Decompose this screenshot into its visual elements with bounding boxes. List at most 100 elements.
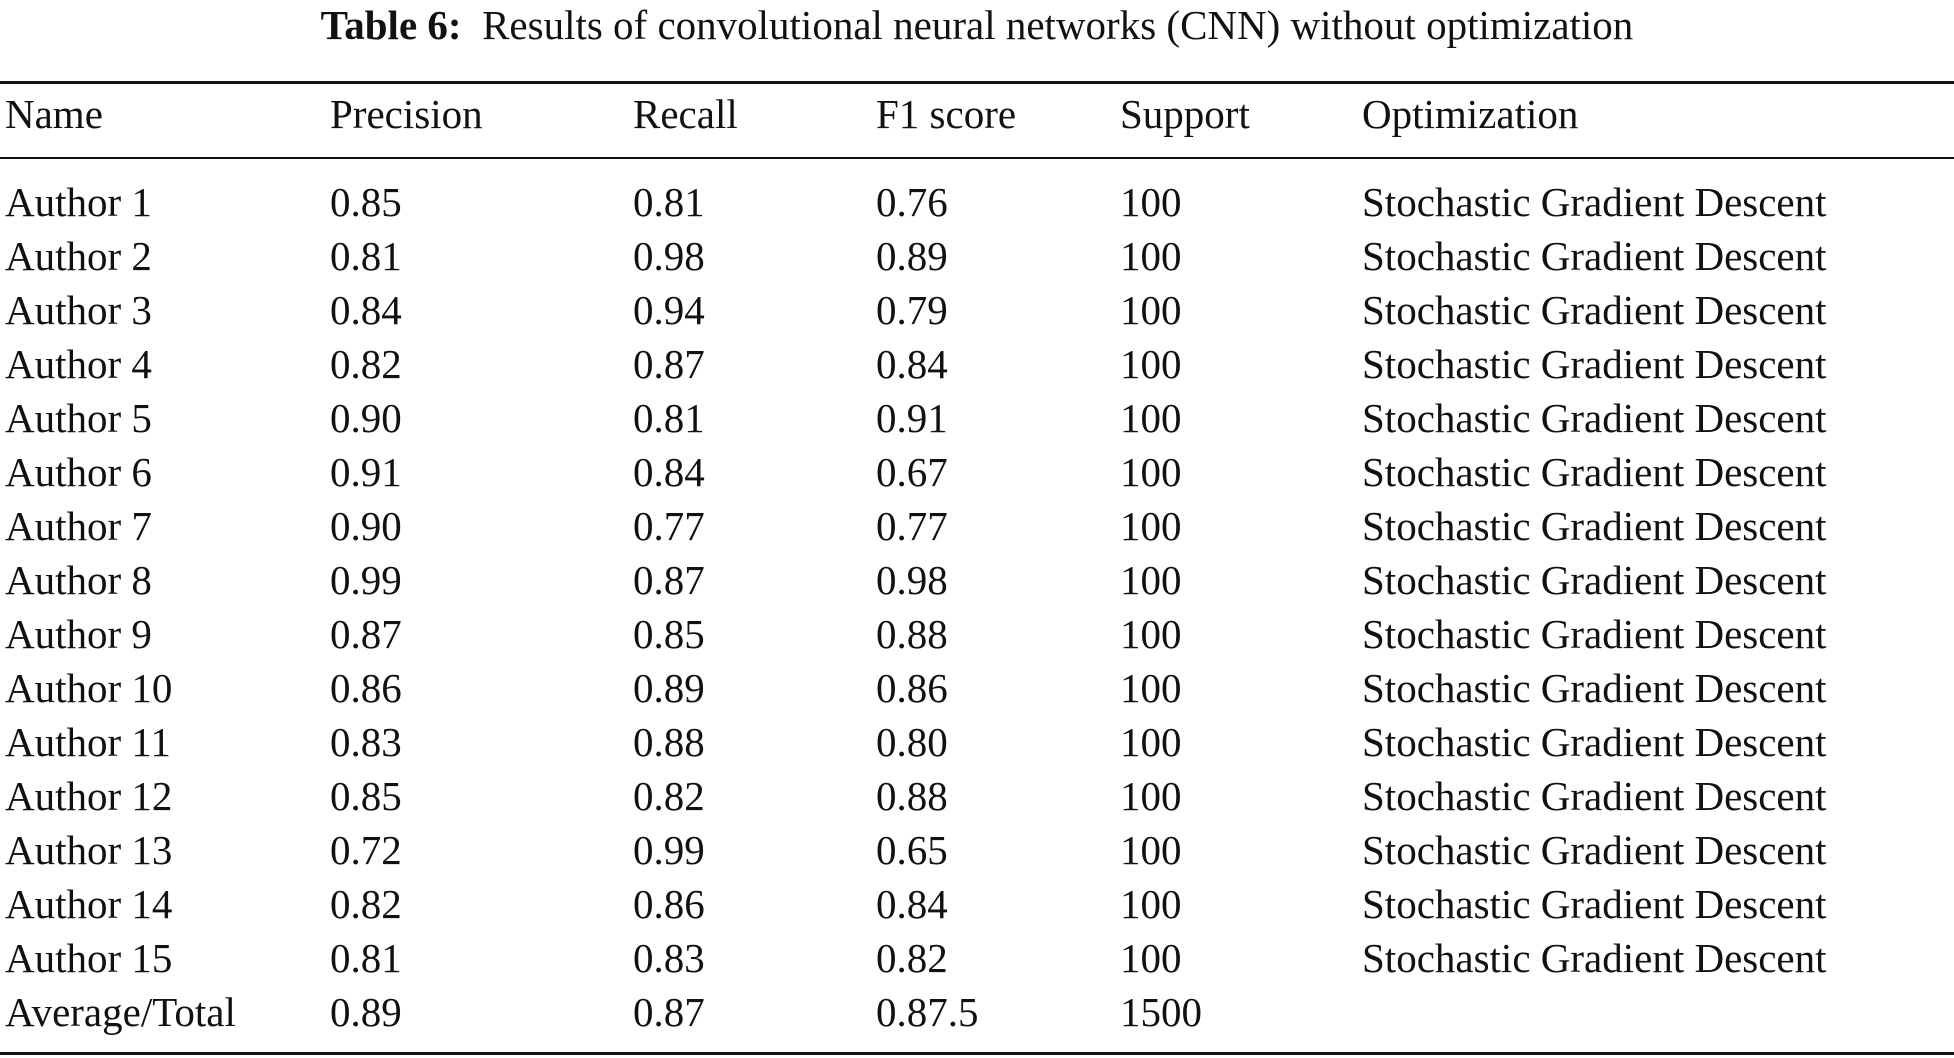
cell-support: 100 xyxy=(1120,935,1182,981)
cell-optimization: Stochastic Gradient Descent xyxy=(1362,719,1827,765)
cell-name: Author 10 xyxy=(5,665,173,711)
cell-name: Author 2 xyxy=(5,233,152,279)
cell-name: Author 14 xyxy=(5,881,173,927)
cell-name: Author 15 xyxy=(5,935,173,981)
cell-f1-score: 0.88 xyxy=(876,773,948,819)
cell-name: Author 8 xyxy=(5,557,152,603)
cell-support: 100 xyxy=(1120,611,1182,657)
cell-precision: 0.86 xyxy=(330,665,402,711)
cell-precision: 0.85 xyxy=(330,179,402,225)
cell-f1-score: 0.91 xyxy=(876,395,948,441)
cell-precision: 0.84 xyxy=(330,287,402,333)
table-caption: Table 6: Results of convolutional neural… xyxy=(0,0,1954,60)
table-row: Author 1 0.85 0.81 0.76 100 Stochastic G… xyxy=(0,175,1954,229)
cell-support: 100 xyxy=(1120,827,1182,873)
table-row: Author 9 0.87 0.85 0.88 100 Stochastic G… xyxy=(0,607,1954,661)
cell-recall: 0.87 xyxy=(633,557,705,603)
cell-optimization: Stochastic Gradient Descent xyxy=(1362,557,1827,603)
cell-precision: 0.85 xyxy=(330,773,402,819)
cell-support: 100 xyxy=(1120,233,1182,279)
cell-support: 100 xyxy=(1120,287,1182,333)
cell-f1-score: 0.88 xyxy=(876,611,948,657)
cell-name: Average/Total xyxy=(5,989,236,1035)
cell-precision: 0.83 xyxy=(330,719,402,765)
cell-f1-score: 0.84 xyxy=(876,881,948,927)
column-header-recall: Recall xyxy=(633,91,738,137)
table-header-row: Name Precision Recall F1 score Support O… xyxy=(0,87,1954,141)
cell-name: Author 3 xyxy=(5,287,152,333)
cell-name: Author 9 xyxy=(5,611,152,657)
table-row: Author 6 0.91 0.84 0.67 100 Stochastic G… xyxy=(0,445,1954,499)
cell-name: Author 7 xyxy=(5,503,152,549)
column-header-f1-score: F1 score xyxy=(876,91,1017,137)
cell-optimization: Stochastic Gradient Descent xyxy=(1362,935,1827,981)
table-row: Author 7 0.90 0.77 0.77 100 Stochastic G… xyxy=(0,499,1954,553)
cell-support: 100 xyxy=(1120,557,1182,603)
table-row: Author 10 0.86 0.89 0.86 100 Stochastic … xyxy=(0,661,1954,715)
cell-support: 100 xyxy=(1120,719,1182,765)
cell-recall: 0.88 xyxy=(633,719,705,765)
cell-optimization: Stochastic Gradient Descent xyxy=(1362,611,1827,657)
cell-precision: 0.90 xyxy=(330,503,402,549)
cell-f1-score: 0.82 xyxy=(876,935,948,981)
cell-optimization: Stochastic Gradient Descent xyxy=(1362,179,1827,225)
cell-recall: 0.85 xyxy=(633,611,705,657)
cell-support: 1500 xyxy=(1120,989,1202,1035)
cell-recall: 0.81 xyxy=(633,179,705,225)
cell-name: Author 4 xyxy=(5,341,152,387)
cell-recall: 0.94 xyxy=(633,287,705,333)
cell-precision: 0.81 xyxy=(330,935,402,981)
table-header-rule xyxy=(0,157,1954,159)
table-row: Author 12 0.85 0.82 0.88 100 Stochastic … xyxy=(0,769,1954,823)
cell-recall: 0.81 xyxy=(633,395,705,441)
cell-f1-score: 0.87.5 xyxy=(876,989,979,1035)
table-top-rule xyxy=(0,81,1954,84)
cell-name: Author 12 xyxy=(5,773,173,819)
cell-name: Author 1 xyxy=(5,179,152,225)
cell-precision: 0.91 xyxy=(330,449,402,495)
cell-f1-score: 0.98 xyxy=(876,557,948,603)
cell-name: Author 5 xyxy=(5,395,152,441)
cell-optimization: Stochastic Gradient Descent xyxy=(1362,395,1827,441)
cell-f1-score: 0.89 xyxy=(876,233,948,279)
cell-precision: 0.82 xyxy=(330,881,402,927)
cell-recall: 0.83 xyxy=(633,935,705,981)
cell-support: 100 xyxy=(1120,881,1182,927)
cell-support: 100 xyxy=(1120,395,1182,441)
cell-precision: 0.87 xyxy=(330,611,402,657)
cell-support: 100 xyxy=(1120,773,1182,819)
table-row: Author 13 0.72 0.99 0.65 100 Stochastic … xyxy=(0,823,1954,877)
table-row: Author 2 0.81 0.98 0.89 100 Stochastic G… xyxy=(0,229,1954,283)
table-row: Author 4 0.82 0.87 0.84 100 Stochastic G… xyxy=(0,337,1954,391)
cell-f1-score: 0.76 xyxy=(876,179,948,225)
cell-precision: 0.72 xyxy=(330,827,402,873)
cell-support: 100 xyxy=(1120,449,1182,495)
cell-optimization: Stochastic Gradient Descent xyxy=(1362,827,1827,873)
cell-recall: 0.89 xyxy=(633,665,705,711)
column-header-name: Name xyxy=(5,91,103,137)
cell-optimization: Stochastic Gradient Descent xyxy=(1362,773,1827,819)
cell-precision: 0.89 xyxy=(330,989,402,1035)
cell-recall: 0.87 xyxy=(633,989,705,1035)
cell-f1-score: 0.65 xyxy=(876,827,948,873)
cell-f1-score: 0.77 xyxy=(876,503,948,549)
cell-name: Author 11 xyxy=(5,719,171,765)
cell-support: 100 xyxy=(1120,503,1182,549)
column-header-optimization: Optimization xyxy=(1362,91,1579,137)
cell-optimization: Stochastic Gradient Descent xyxy=(1362,503,1827,549)
cell-f1-score: 0.79 xyxy=(876,287,948,333)
cell-optimization: Stochastic Gradient Descent xyxy=(1362,881,1827,927)
cell-name: Author 13 xyxy=(5,827,173,873)
cell-support: 100 xyxy=(1120,179,1182,225)
cell-recall: 0.82 xyxy=(633,773,705,819)
cell-f1-score: 0.84 xyxy=(876,341,948,387)
table-row: Author 3 0.84 0.94 0.79 100 Stochastic G… xyxy=(0,283,1954,337)
cell-support: 100 xyxy=(1120,665,1182,711)
cell-optimization: Stochastic Gradient Descent xyxy=(1362,233,1827,279)
cell-precision: 0.90 xyxy=(330,395,402,441)
cell-f1-score: 0.86 xyxy=(876,665,948,711)
table-caption-label: Table 6: xyxy=(320,2,462,48)
cell-precision: 0.82 xyxy=(330,341,402,387)
cell-precision: 0.99 xyxy=(330,557,402,603)
cell-support: 100 xyxy=(1120,341,1182,387)
